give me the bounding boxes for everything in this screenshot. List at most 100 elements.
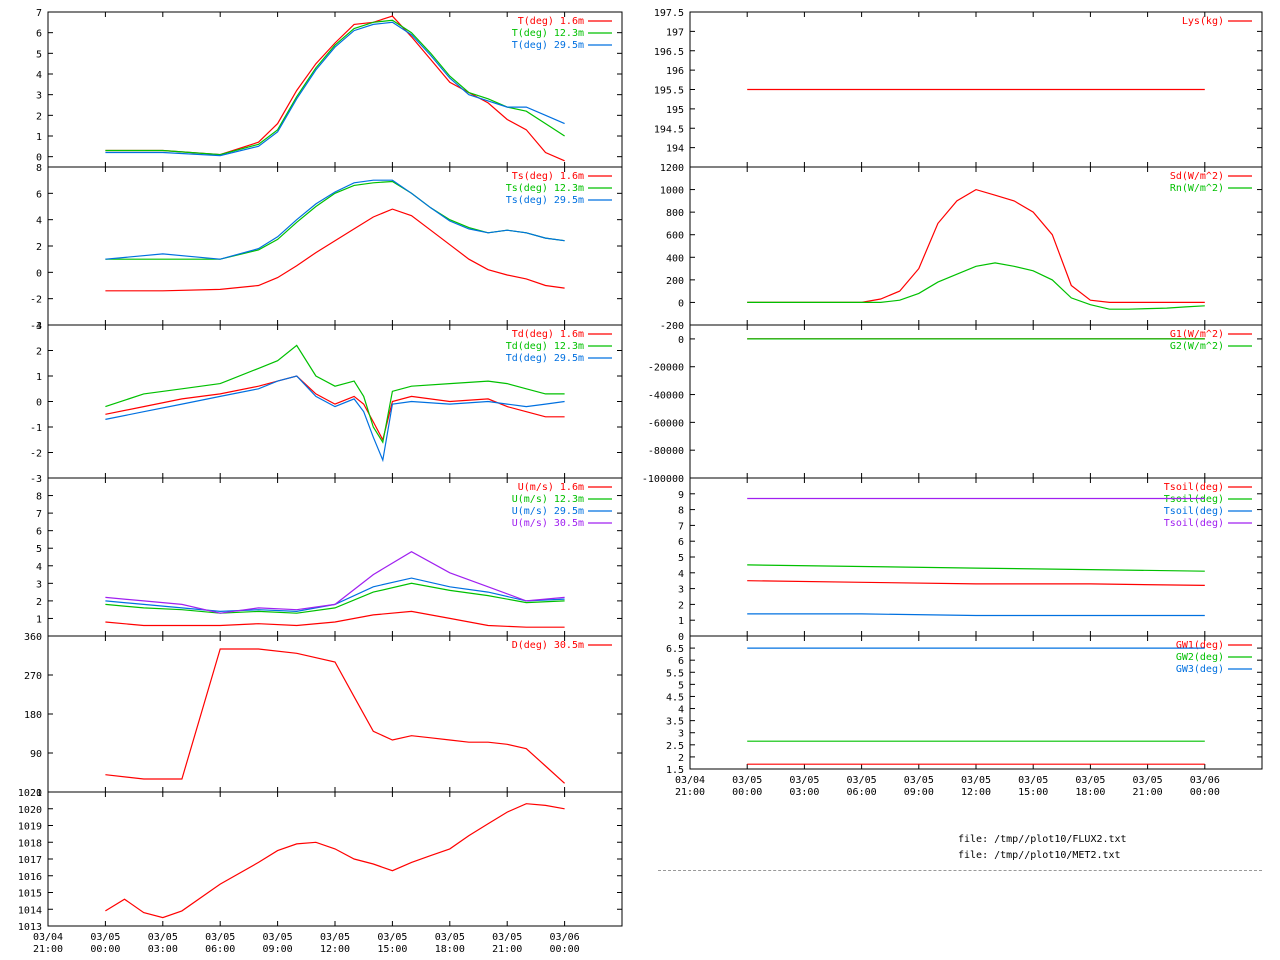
x-tick-label: 03/05	[263, 932, 293, 943]
y-tick-label: 400	[666, 253, 684, 264]
x-tick-label: 03/05	[435, 932, 465, 943]
x-tick-label: 00:00	[732, 787, 762, 798]
legend-label: Td(deg) 29.5m	[506, 353, 584, 364]
x-tick-label: 12:00	[320, 944, 350, 955]
y-tick-label: 194.5	[654, 124, 684, 135]
y-tick-label: 90	[30, 749, 42, 760]
y-tick-label: 195.5	[654, 86, 684, 97]
y-tick-label: 600	[666, 231, 684, 242]
y-tick-label: 6	[678, 656, 684, 667]
legend-label: Td(deg) 1.6m	[512, 329, 584, 340]
y-tick-label: 2	[36, 111, 42, 122]
y-tick-label: 194	[666, 144, 684, 155]
x-tick-label: 21:00	[1133, 787, 1163, 798]
panel-u: 8 7 6 5 4 3 2 1 U(m/s) 1.6mU(m/s) 12.3mU(m/s) 29…	[36, 477, 623, 637]
x-tick-label: 00:00	[1190, 787, 1220, 798]
x-tick-label: 06:00	[205, 944, 235, 955]
file-list: file: /tmp//plot10/FLUX2.txt file: /tmp/…	[958, 832, 1127, 864]
y-tick-label: 3	[36, 91, 42, 102]
y-tick-label: -3	[30, 474, 42, 485]
y-tick-label: 9	[678, 490, 684, 501]
series-line-0	[747, 188, 1205, 303]
y-tick-label: 270	[24, 671, 42, 682]
y-tick-label: 2.5	[666, 741, 684, 752]
x-tick-label: 06:00	[847, 787, 877, 798]
panel-lys: 197.5 197 196.5 196 195.5 195 194.5 194 Lys(kg)	[654, 8, 1263, 168]
series-line-0	[105, 803, 565, 919]
panel-t: 7 6 5 4 3 2 1 0 T(deg) 1.6mT(deg) 12.3mT(deg) 29…	[36, 8, 623, 168]
y-tick-label: 4	[678, 569, 684, 580]
y-tick-label: 180	[24, 710, 42, 721]
y-tick-label: 1	[678, 616, 684, 627]
y-tick-label: 1014	[18, 905, 42, 916]
x-tick-label: 03/06	[1190, 775, 1220, 786]
x-tick-label: 03/05	[1075, 775, 1105, 786]
x-tick-label: 03/05	[90, 932, 120, 943]
y-tick-label: 3	[678, 729, 684, 740]
legend-label: U(m/s) 1.6m	[518, 482, 584, 493]
y-tick-label: 5	[678, 553, 684, 564]
panel-rad: 1200 1000 800 600 400 200 0 -200 Sd(W/m^2)Rn(W/m…	[660, 163, 1263, 332]
series-line-2	[105, 375, 565, 463]
legend-label: Ts(deg) 1.6m	[512, 171, 584, 182]
y-tick-label: -2	[30, 295, 42, 306]
y-tick-label: 8	[678, 506, 684, 517]
y-tick-label: 0	[678, 298, 684, 309]
file-label-flux: file: /tmp//plot10/FLUX2.txt	[958, 834, 1127, 845]
x-tick-label: 12:00	[961, 787, 991, 798]
x-tick-label: 03/05	[789, 775, 819, 786]
panel-tsoil: 9876543210Tsoil(deg)Tsoil(deg)Tsoil(deg)…	[678, 477, 1263, 643]
y-tick-label: 1200	[660, 163, 684, 174]
x-tick-label: 15:00	[377, 944, 407, 955]
y-tick-label: 197	[666, 27, 684, 38]
y-tick-label: 3	[678, 585, 684, 596]
y-tick-label: 8	[36, 492, 42, 503]
y-tick-label: 200	[666, 276, 684, 287]
y-tick-label: 2	[678, 600, 684, 611]
y-tick-label: -200	[660, 321, 684, 332]
y-tick-label: 2	[36, 347, 42, 358]
y-tick-label: 0	[678, 632, 684, 643]
series-line-1	[105, 344, 565, 444]
x-tick-label: 03/05	[1133, 775, 1163, 786]
y-tick-label: -100000	[642, 474, 684, 485]
series-line-0	[105, 375, 565, 442]
x-tick-label: 03/05	[904, 775, 934, 786]
x-tick-label: 09:00	[904, 787, 934, 798]
panel-d: 360 270 180 90 0 D(deg) 30.5m	[24, 632, 623, 799]
y-tick-label: 196	[666, 66, 684, 77]
y-tick-label: 195	[666, 105, 684, 116]
y-tick-label: -60000	[648, 418, 684, 429]
x-tick-label: 09:00	[263, 944, 293, 955]
x-tick-label: 03:00	[148, 944, 178, 955]
x-tick-label: 00:00	[90, 944, 120, 955]
legend-label: T(deg) 29.5m	[512, 40, 584, 51]
x-tick-label: 21:00	[33, 944, 63, 955]
y-tick-label: -40000	[648, 391, 684, 402]
y-tick-label: -2	[30, 449, 42, 460]
y-tick-label: 1000	[660, 186, 684, 197]
legend-label: Tsoil(deg)	[1164, 494, 1224, 505]
dashed-divider	[658, 870, 1262, 871]
legend-label: Rn(W/m^2)	[1170, 183, 1224, 194]
x-tick-label: 21:00	[492, 944, 522, 955]
panel-frame	[47, 635, 623, 793]
x-tick-label: 03/05	[492, 932, 522, 943]
series-line-0	[105, 610, 565, 628]
x-tick-label: 03/05	[732, 775, 762, 786]
x-tick-label: 03/05	[961, 775, 991, 786]
y-tick-label: 1016	[18, 872, 42, 883]
y-tick-label: 6	[36, 527, 42, 538]
y-tick-label: 6	[36, 189, 42, 200]
y-tick-label: 0	[36, 153, 42, 164]
x-tick-label: 03:00	[789, 787, 819, 798]
panel-g: 0 -20000 -40000 -60000 -80000 -100000 G1(W/m^2…	[642, 324, 1263, 485]
y-tick-label: 1	[36, 132, 42, 143]
legend-label: Sd(W/m^2)	[1170, 171, 1224, 182]
x-tick-label: 03/04	[675, 775, 705, 786]
series-line-2	[105, 21, 565, 157]
y-tick-label: 3	[36, 321, 42, 332]
x-tick-label: 18:00	[1075, 787, 1105, 798]
y-tick-label: 4	[36, 216, 42, 227]
